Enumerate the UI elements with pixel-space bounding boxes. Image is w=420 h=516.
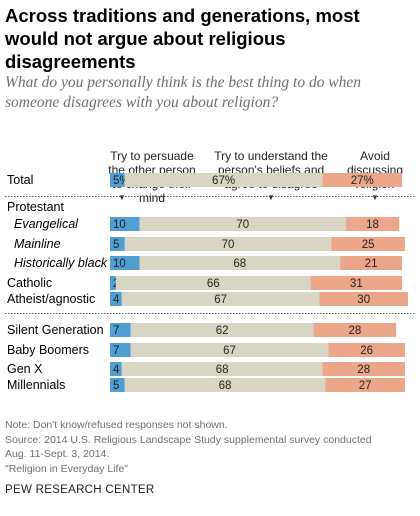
data-label: 21 [365, 258, 378, 270]
bar-segment [110, 292, 122, 306]
bar-segment [139, 256, 341, 270]
data-label: 66 [207, 278, 220, 290]
data-label: 28 [348, 325, 361, 337]
category-label: Catholic [7, 276, 52, 290]
bar-segment [322, 173, 403, 187]
data-label: 68 [216, 364, 229, 376]
bar-segment [110, 173, 125, 187]
data-label: 67 [214, 294, 227, 306]
category-label: Baby Boomers [7, 343, 89, 357]
bar-segment [346, 217, 400, 231]
bar-segment [121, 362, 323, 376]
bar-segment [110, 276, 116, 290]
bar-segment [110, 237, 125, 251]
data-label: 25 [362, 239, 375, 251]
data-label: 5 [113, 239, 119, 251]
category-label: Protestant [7, 200, 65, 214]
chart-subtitle: What do you personally think is the best… [5, 74, 362, 111]
bar-segment [110, 256, 140, 270]
chart-title: Across traditions and generations, most … [5, 5, 360, 72]
bar-segment [115, 276, 311, 290]
data-label: 62 [216, 325, 229, 337]
data-label: 7 [113, 325, 119, 337]
bar-segment [310, 276, 403, 290]
arrow-down-icon: ▼ [267, 193, 275, 202]
bar-segment [340, 256, 403, 270]
category-label: Mainline [14, 237, 61, 251]
bar-segment [110, 343, 131, 357]
bar-segment [121, 292, 320, 306]
bar-segment [328, 343, 405, 357]
data-label: 18 [366, 219, 379, 231]
source-line: Source: 2014 U.S. Religious Landscape St… [5, 433, 372, 446]
data-label: 4 [113, 294, 120, 306]
data-label: 68 [219, 380, 232, 392]
data-label: 70 [236, 219, 249, 231]
bar-segment [139, 217, 346, 231]
bar-segment [124, 378, 326, 392]
source-line: "Religion in Everyday Life" [5, 462, 129, 475]
data-label: 31 [350, 278, 363, 290]
bar-segment [124, 173, 323, 187]
bar-segment [110, 378, 125, 392]
arrow-down-icon: ▼ [371, 193, 379, 202]
bar-segment [313, 323, 397, 337]
category-label: Millennials [7, 378, 65, 392]
bar-segment [110, 362, 122, 376]
data-label: 26 [360, 345, 373, 357]
bar-segment [319, 292, 408, 306]
bar-segment [130, 343, 329, 357]
notes: Note: Don't know/refused responses not s… [5, 418, 417, 476]
bar-segment [322, 362, 405, 376]
data-label: 28 [357, 364, 370, 376]
bar-segment [124, 237, 332, 251]
category-label: Historically black [14, 256, 108, 270]
data-label: 30 [357, 294, 370, 306]
note-line: Note: Don't know/refused responses not s… [5, 419, 228, 431]
data-label: 27 [359, 380, 372, 392]
data-label: 5 [113, 380, 119, 392]
bar-segment [110, 217, 140, 231]
bar-segment [110, 323, 131, 337]
data-label: 68 [233, 258, 246, 270]
data-label: 10 [113, 219, 126, 231]
data-label: 67 [223, 345, 236, 357]
data-label: 70 [222, 239, 235, 251]
source-line: Aug. 11-Sept. 3, 2014. [5, 448, 110, 460]
bar-segment [130, 323, 314, 337]
arrow-down-icon: ▼ [118, 193, 126, 202]
data-label: 27% [351, 175, 374, 187]
category-label: Evangelical [14, 217, 79, 231]
bar-segment [331, 237, 405, 251]
footer-credit: PEW RESEARCH CENTER [5, 484, 155, 496]
category-label: Total [7, 173, 33, 187]
data-label: 10 [113, 258, 126, 270]
data-label: 67% [212, 175, 235, 187]
category-label: Atheist/agnostic [7, 292, 95, 306]
category-label: Silent Generation [7, 323, 104, 337]
data-label: 7 [113, 345, 119, 357]
bar-segment [325, 378, 405, 392]
data-label: 4 [113, 364, 120, 376]
category-label: Gen X [7, 362, 43, 376]
